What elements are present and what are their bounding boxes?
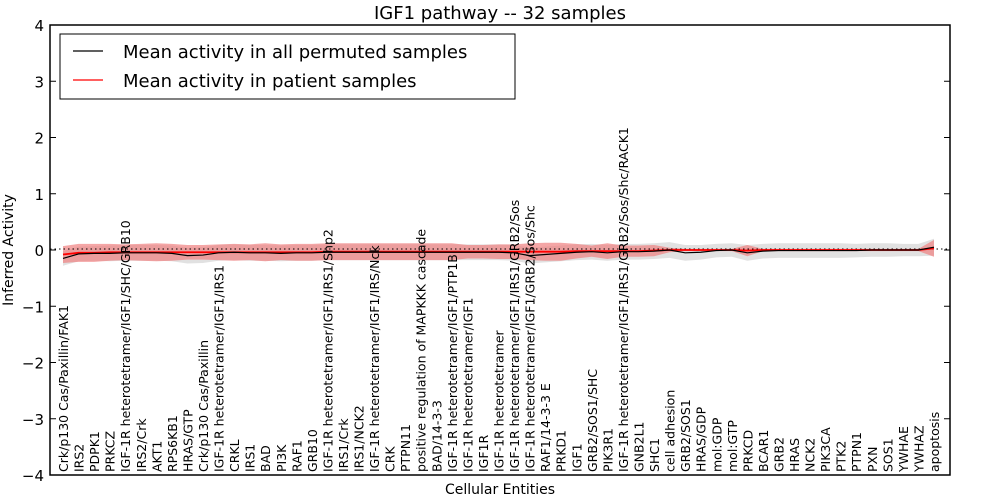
x-tick-label: AKT1 xyxy=(149,441,164,472)
x-tick-label: CRK xyxy=(383,446,398,472)
y-tick-label: −4 xyxy=(22,467,44,485)
x-tick-label: PTPN1 xyxy=(849,432,864,472)
chart-title: IGF1 pathway -- 32 samples xyxy=(374,3,626,24)
y-tick-label: 0 xyxy=(34,242,44,260)
x-tick-label: IGF-1R heterotetramer/IGF1/IRS1/Shp2 xyxy=(320,229,335,472)
x-tick-label: YWHAZ xyxy=(911,425,926,473)
y-axis-label: Inferred Activity xyxy=(1,194,17,306)
x-tick-label: HRAS xyxy=(787,438,802,472)
x-tick-label: IGF-1R heterotetramer/IGF1/IRS1/GRB2/Sos xyxy=(507,200,522,472)
x-tick-label: IGF-1R heterotetramer/IGF1 xyxy=(460,298,475,472)
x-tick-label: PIK3CA xyxy=(818,427,833,472)
x-tick-label: IRS1 xyxy=(243,444,258,472)
x-tick-label: IRS2/Crk xyxy=(134,418,149,472)
x-tick-label: HRAS/GDP xyxy=(694,406,709,472)
x-tick-label: CRKL xyxy=(227,439,242,472)
x-tick-label: mol:GDP xyxy=(709,417,724,472)
y-tick-label: −2 xyxy=(22,355,44,373)
x-tick-label: Crk/p130 Cas/Paxillin xyxy=(196,340,211,472)
y-tick-label: 2 xyxy=(34,130,44,148)
x-tick-label: RPS6KB1 xyxy=(165,415,180,472)
legend: Mean activity in all permuted samples Me… xyxy=(59,33,516,100)
x-tick-label: PDPK1 xyxy=(87,431,102,472)
x-tick-label: YWHAE xyxy=(896,426,911,473)
x-tick-label: NCK2 xyxy=(803,438,818,472)
x-tick-label: GRB2/SOS1/SHC xyxy=(585,369,600,472)
x-tick-label: mol:GTP xyxy=(725,420,740,472)
y-tick-label: 3 xyxy=(34,73,44,91)
x-tick-label: BAD/14-3-3 xyxy=(429,400,444,472)
x-tick-label: SHC1 xyxy=(647,438,662,472)
x-tick-label: IGF1 xyxy=(569,443,584,472)
x-tick-label: IGF-1R heterotetramer/IGF1/IRS/Nck xyxy=(367,245,382,472)
x-tick-label: Crk/p130 Cas/Paxillin/FAK1 xyxy=(56,305,71,472)
x-tick-label: cell adhesion xyxy=(663,390,678,472)
x-axis-label: Cellular Entities xyxy=(445,482,555,498)
x-tick-label: PTK2 xyxy=(834,441,849,472)
series-line-0 xyxy=(62,246,935,260)
legend-box xyxy=(59,33,516,100)
x-tick-label: apoptosis xyxy=(927,412,942,472)
x-tick-label: IRS1/Crk xyxy=(336,418,351,472)
y-tick-label: 1 xyxy=(34,186,44,204)
x-tick-label: IGF-1R heterotetramer/IGF1/SHC/GRB10 xyxy=(118,220,133,472)
x-tick-label: SOS1 xyxy=(880,438,895,472)
x-tick-label: PRKCD xyxy=(740,430,755,472)
x-tick-label: HRAS/GTP xyxy=(180,409,195,472)
legend-label-permuted: Mean activity in all permuted samples xyxy=(123,42,467,63)
y-tick-label: 4 xyxy=(34,17,44,35)
x-tick-label: PI3K xyxy=(274,444,289,472)
x-tick-label: RAF1 xyxy=(289,440,304,472)
x-tick-label: PRKD1 xyxy=(554,430,569,472)
x-tick-label: BCAR1 xyxy=(756,430,771,472)
legend-label-patient: Mean activity in patient samples xyxy=(123,71,417,92)
x-tick-label: IGF-1R heterotetramer xyxy=(492,329,507,472)
x-tick-label: IGF-1R heterotetramer/IGF1/IRS1/GRB2/Sos… xyxy=(616,127,631,472)
x-tick-label: IGF-1R heterotetramer/IGF1/GRB2/Sos/Shc xyxy=(523,205,538,472)
x-tick-label: IRS2 xyxy=(72,444,87,472)
x-tick-label: PXN xyxy=(865,447,880,472)
x-tick-label: GRB2/SOS1 xyxy=(678,399,693,472)
x-tick-label: GRB2 xyxy=(771,437,786,472)
x-tick-label: IGF1R xyxy=(476,434,491,472)
x-tick-label: IGF-1R heterotetramer/IGF1/IRS1 xyxy=(212,265,227,472)
x-tick-label: PRKCZ xyxy=(103,431,118,472)
x-tick-label: PIK3R1 xyxy=(600,428,615,472)
x-tick-label: PTPN11 xyxy=(398,424,413,472)
y-tick-label: −1 xyxy=(22,298,44,316)
x-tick-label: IRS1/NCK2 xyxy=(352,405,367,472)
x-tick-label: positive regulation of MAPKKK cascade xyxy=(414,229,429,472)
x-tick-label: GNB2L1 xyxy=(631,422,646,472)
y-tick-label: −3 xyxy=(22,411,44,429)
x-tick-label: RAF1/14-3-3 E xyxy=(538,383,553,472)
x-tick-label: BAD xyxy=(258,445,273,472)
x-tick-label: IGF-1R heterotetramer/IGF1/PTP1B xyxy=(445,254,460,472)
x-tick-label: GRB10 xyxy=(305,429,320,472)
